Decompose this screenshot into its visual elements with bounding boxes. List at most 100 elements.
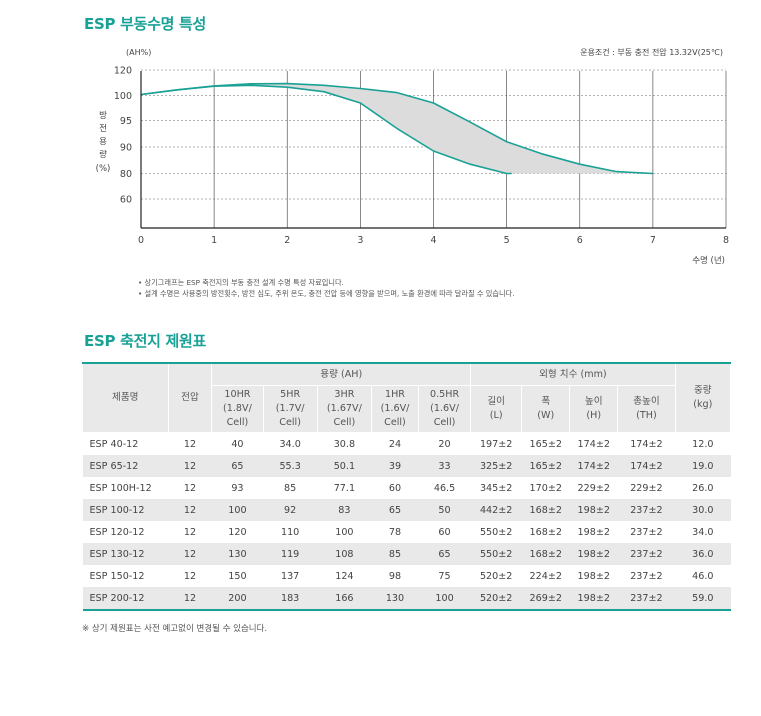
table-cell: 200 bbox=[211, 587, 263, 610]
chart-note: 설계 수명은 사용중의 방전횟수, 방전 심도, 주위 온도, 충전 전압 등에… bbox=[138, 288, 515, 299]
table-cell-model: ESP 100-12 bbox=[82, 499, 169, 521]
y-axis-label: 용 bbox=[99, 137, 107, 147]
table-cell: 34.0 bbox=[279, 438, 301, 450]
y-unit-label: (AH%) bbox=[126, 48, 151, 57]
table-cell: 100 bbox=[335, 526, 354, 538]
x-tick-label: 6 bbox=[577, 235, 583, 246]
table-row: ESP 65-12 12 65 55.3 50.1 39 33 325±2 165±2 174±2… bbox=[82, 455, 731, 477]
x-tick-label: 2 bbox=[284, 235, 290, 246]
table-cell: 166 bbox=[317, 587, 372, 610]
table-row: ESP 120-12 12 120 110 100 78 60 550±2 168±2 198±2… bbox=[83, 521, 731, 543]
table-cell: 124 bbox=[335, 570, 354, 582]
table-cell: 30.8 bbox=[333, 438, 356, 450]
header-line: 높이 bbox=[584, 396, 603, 407]
spec-table: 제품명 전압 용량 (AH) 외형 치수 (mm) 중량 (kg) 10HR (1… bbox=[82, 362, 732, 611]
header-capacity-col: 1HR (1.6V/Cell) bbox=[371, 385, 419, 433]
table-cell: 198±2 bbox=[569, 587, 618, 610]
header-capacity-col: 0.5HR (1.6V/Cell) bbox=[417, 385, 472, 433]
table-cell: 520±2 bbox=[479, 570, 513, 582]
table-cell: 237±2 bbox=[617, 499, 676, 521]
table-cell: 40 bbox=[231, 438, 244, 450]
header-line: (1.67V/ bbox=[326, 403, 362, 414]
table-cell: 237±2 bbox=[630, 526, 663, 538]
header-line: (L) bbox=[489, 410, 503, 421]
table-cell: 78 bbox=[388, 526, 402, 538]
x-tick-label: 1 bbox=[211, 235, 217, 246]
table-cell: 60 bbox=[388, 482, 402, 494]
table-cell: 198±2 bbox=[569, 543, 618, 565]
table-cell: 39 bbox=[371, 455, 419, 477]
table-cell: 442±2 bbox=[470, 499, 522, 521]
series-line-lower bbox=[140, 84, 512, 175]
y-axis-label: (%) bbox=[96, 164, 111, 174]
header-line: 1HR bbox=[384, 389, 405, 400]
table-cell: 174±2 bbox=[630, 438, 663, 450]
chart-notes: 상기그래프는 ESP 축전지의 부동 충전 설계 수명 특성 자료입니다. 설계… bbox=[138, 277, 515, 299]
x-tick-label: 0 bbox=[138, 235, 144, 246]
table-cell: 85 bbox=[284, 482, 297, 494]
header-dimension-col: 길이 (L) bbox=[470, 385, 523, 433]
table-cell: 168±2 bbox=[521, 543, 570, 565]
header-model: 제품명 bbox=[82, 362, 169, 433]
y-tick-label: 100 bbox=[114, 91, 132, 102]
table-cell: 174±2 bbox=[569, 455, 618, 477]
table-cell: 34.0 bbox=[692, 526, 714, 538]
table-cell: 60 bbox=[438, 526, 451, 538]
table-cell: 98 bbox=[388, 570, 402, 582]
table-cell: 108 bbox=[317, 543, 372, 565]
header-line: (1.6V/ bbox=[430, 403, 459, 414]
table-cell: 85 bbox=[371, 543, 419, 565]
header-line: (TH) bbox=[636, 410, 657, 421]
header-line: Cell) bbox=[226, 417, 249, 428]
y-axis-label: 방 bbox=[99, 110, 107, 121]
header-capacity-col: 5HR (1.7V/Cell) bbox=[262, 385, 318, 433]
table-cell: 12 bbox=[183, 570, 197, 582]
x-tick-label: 4 bbox=[430, 235, 436, 246]
header-dimension-col: 총높이 (TH) bbox=[617, 385, 676, 433]
table-cell-model: ESP 200-12 bbox=[82, 587, 169, 610]
table-cell: 12 bbox=[168, 587, 212, 610]
table-cell: 345±2 bbox=[479, 482, 513, 494]
x-tick-label: 3 bbox=[357, 235, 363, 246]
header-line: Cell) bbox=[433, 417, 456, 428]
table-cell: 30.0 bbox=[675, 499, 731, 521]
table-cell: 150 bbox=[228, 570, 247, 582]
table-cell: 92 bbox=[263, 499, 318, 521]
table-cell: 198±2 bbox=[577, 570, 610, 582]
table-row: ESP 130-12 12 130 119 108 85 65 550±2 168±2 198±2… bbox=[82, 543, 731, 565]
footnote: ※ 상기 제원표는 사전 예고없이 변경될 수 있습니다. bbox=[82, 624, 268, 634]
table-cell: 33 bbox=[418, 455, 471, 477]
header-line: (W) bbox=[537, 410, 555, 421]
header-line: Cell) bbox=[384, 417, 406, 428]
header-weight-line: (kg) bbox=[693, 399, 713, 410]
table-cell: 229±2 bbox=[630, 482, 663, 494]
header-weight-line: 중량 bbox=[693, 385, 712, 396]
table-cell-model: ESP 150-12 bbox=[89, 570, 145, 582]
table-cell: 19.0 bbox=[675, 455, 731, 477]
table-cell: 12 bbox=[183, 526, 197, 538]
y-axis-label: 전 bbox=[99, 123, 107, 134]
table-row: ESP 100H-12 12 93 85 77.1 60 46.5 345±2 170±2 229… bbox=[83, 477, 731, 499]
section-title-spec: ESP 축전지 제원표 bbox=[84, 332, 206, 350]
table-cell: 168±2 bbox=[529, 526, 562, 538]
table-cell: 83 bbox=[317, 499, 372, 521]
table-cell-model: ESP 40-12 bbox=[89, 438, 139, 450]
table-cell: 46.5 bbox=[433, 482, 456, 494]
table-cell: 130 bbox=[371, 587, 419, 610]
section-title-lifetime: ESP 부동수명 특성 bbox=[84, 15, 206, 33]
table-cell-model: ESP 120-12 bbox=[89, 526, 145, 538]
table-cell: 24 bbox=[388, 438, 402, 450]
header-line: (1.7V/ bbox=[275, 403, 305, 414]
table-cell: 12 bbox=[183, 438, 197, 450]
table-cell: 130 bbox=[211, 543, 263, 565]
table-cell: 325±2 bbox=[470, 455, 522, 477]
table-cell: 50.1 bbox=[317, 455, 372, 477]
table-cell: 183 bbox=[263, 587, 318, 610]
table-cell: 174±2 bbox=[617, 455, 676, 477]
y-tick-label: 90 bbox=[120, 143, 132, 154]
header-line: (H) bbox=[586, 410, 602, 421]
table-cell: 93 bbox=[231, 482, 244, 494]
table-row: ESP 40-12 12 40 34.0 30.8 24 20 197±2 165±2 174±2… bbox=[83, 433, 731, 456]
table-cell: 12 bbox=[168, 499, 212, 521]
table-cell: 165±2 bbox=[529, 438, 562, 450]
